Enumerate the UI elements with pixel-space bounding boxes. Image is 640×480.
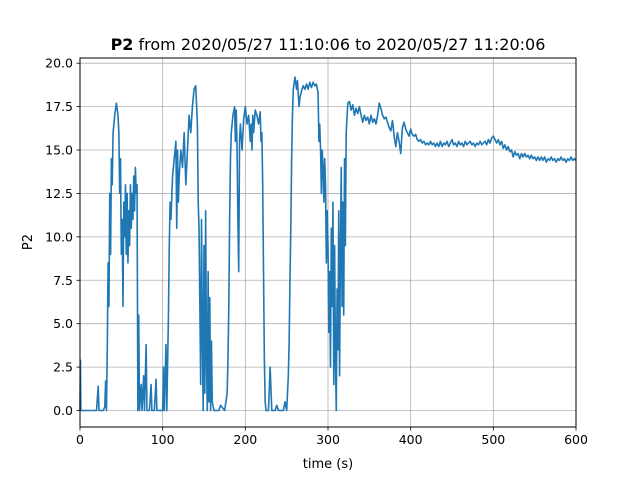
x-tick-label: 0 xyxy=(76,432,84,447)
x-tick-label: 200 xyxy=(233,432,257,447)
chart-title: P2 from 2020/05/27 11:10:06 to 2020/05/2… xyxy=(111,35,546,54)
title-rest-part: from 2020/05/27 11:10:06 to 2020/05/27 1… xyxy=(133,35,545,54)
y-tick-label: 12.5 xyxy=(45,186,73,201)
y-tick-label: 17.5 xyxy=(45,99,73,114)
x-axis-ticks: 0 100 200 300 400 500 600 xyxy=(76,427,588,447)
y-tick-label: 15.0 xyxy=(45,143,73,158)
series-line xyxy=(79,76,577,412)
x-tick-label: 500 xyxy=(481,432,505,447)
y-tick-label: 10.0 xyxy=(45,229,73,244)
y-tick-label: 5.0 xyxy=(53,316,73,331)
y-axis-ticks: 0.0 2.5 5.0 7.5 10.0 12.5 15.0 17.5 20.0 xyxy=(45,56,80,418)
y-tick-label: 7.5 xyxy=(53,273,73,288)
x-tick-label: 300 xyxy=(316,432,340,447)
y-tick-label: 20.0 xyxy=(45,56,73,71)
series-layer xyxy=(79,76,577,412)
x-tick-label: 400 xyxy=(399,432,423,447)
x-axis-label: time (s) xyxy=(303,457,353,472)
x-tick-label: 600 xyxy=(564,432,588,447)
y-tick-label: 0.0 xyxy=(53,403,73,418)
title-bold-part: P2 xyxy=(111,35,134,54)
y-tick-label: 2.5 xyxy=(53,360,73,375)
y-axis-label: P2 xyxy=(21,234,36,250)
x-tick-label: 100 xyxy=(151,432,175,447)
